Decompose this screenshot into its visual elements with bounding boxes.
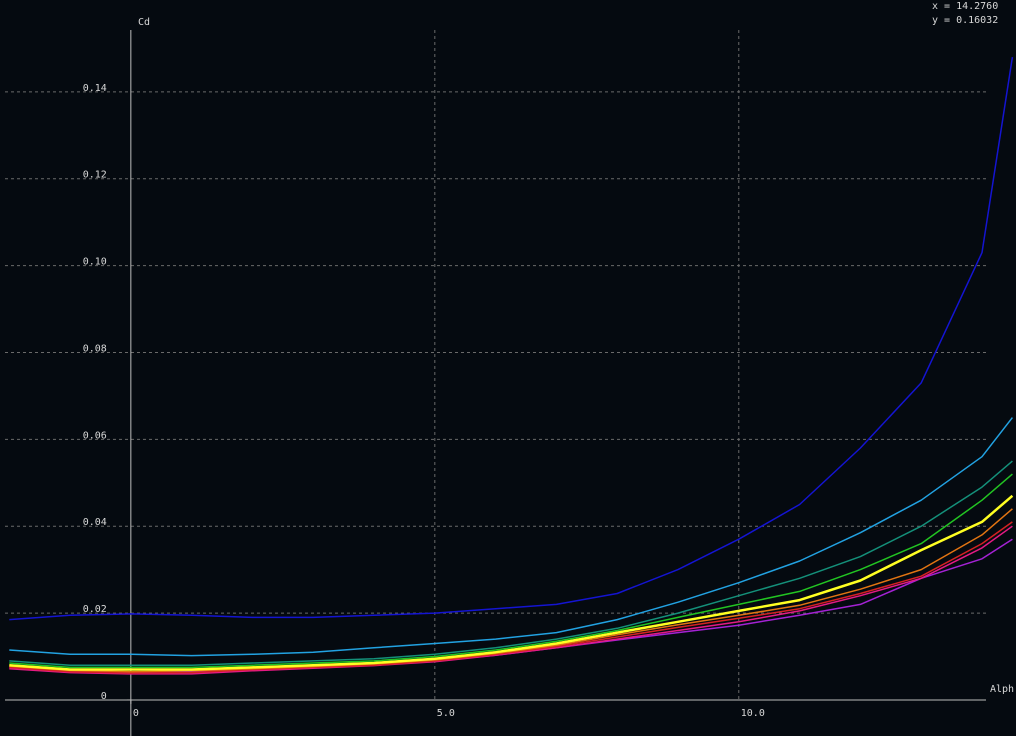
y-tick-label: 0.02	[83, 604, 107, 615]
y-tick-label: 0.14	[83, 83, 107, 94]
y-tick-label: 0	[101, 691, 107, 702]
series-line	[9, 460, 1013, 666]
series-line	[9, 494, 1014, 671]
x-axis-label: Alph	[990, 684, 1014, 695]
y-tick-label: 0.04	[83, 517, 107, 528]
series-line	[9, 417, 1013, 657]
series-line	[9, 521, 1013, 674]
cursor-y: y = 0.16032	[932, 15, 998, 26]
y-tick-label: 0.10	[83, 257, 107, 268]
y-tick-label: 0.12	[83, 170, 107, 181]
cursor-x: x = 14.2760	[932, 1, 998, 12]
x-tick-label: 5.0	[437, 708, 455, 719]
x-tick-label: 0	[133, 708, 139, 719]
series-line	[9, 525, 1013, 675]
y-tick-label: 0.06	[83, 430, 107, 441]
x-tick-label: 10.0	[741, 708, 765, 719]
series-line	[9, 56, 1014, 621]
series-line	[9, 508, 1013, 673]
y-axis-label: Cd	[138, 17, 150, 28]
y-tick-label: 0.08	[83, 343, 107, 354]
series-line	[9, 473, 1013, 669]
